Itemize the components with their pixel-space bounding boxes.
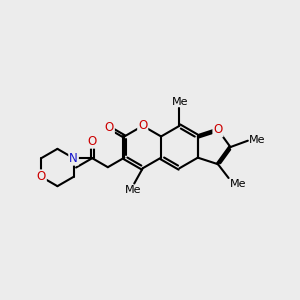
Text: O: O (105, 121, 114, 134)
Text: O: O (37, 170, 46, 183)
Text: O: O (213, 123, 223, 136)
Text: O: O (88, 135, 97, 148)
Text: Me: Me (124, 185, 141, 195)
Text: O: O (138, 119, 147, 132)
Text: Me: Me (230, 178, 246, 189)
Text: Me: Me (172, 97, 188, 107)
Text: Me: Me (249, 135, 266, 145)
Text: N: N (69, 152, 78, 165)
